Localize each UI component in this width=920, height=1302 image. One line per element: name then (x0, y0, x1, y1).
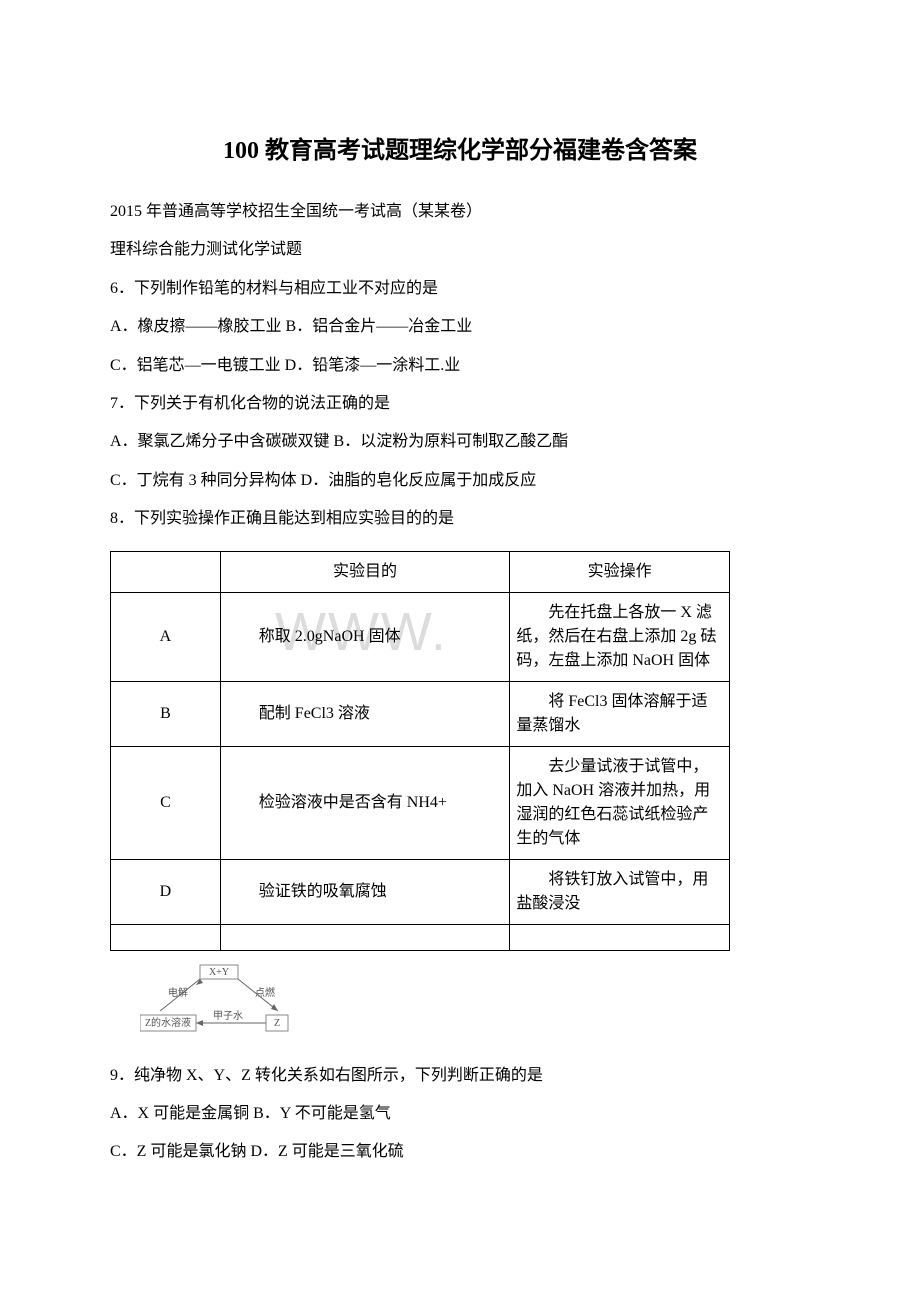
right-arrow-head (271, 1004, 278, 1011)
bottom-right-label: Z (274, 1018, 280, 1029)
question-6-option-ab: A．橡皮擦——橡胶工业 B．铝合金片——冶金工业 (110, 308, 810, 346)
table-row: A 称取 2.0gNaOH 固体 先在托盘上各放一 X 滤纸，然后在右盘上添加 … (111, 592, 730, 681)
bottom-arrow-head (196, 1020, 203, 1026)
left-label: 电解 (168, 986, 188, 999)
row-b-operation: 将 FeCl3 固体溶解于适量蒸馏水 (510, 681, 730, 746)
intro-line-2: 理科综合能力测试化学试题 (110, 231, 810, 269)
row-d-label: D (111, 859, 221, 924)
table-row: D 验证铁的吸氧腐蚀 将铁钉放入试管中，用盐酸浸没 (111, 859, 730, 924)
row-a-label: A (111, 592, 221, 681)
row-b-purpose: 配制 FeCl3 溶液 (220, 681, 510, 746)
row-c-operation: 去少量试液于试管中，加入 NaOH 溶液并加热，用湿润的红色石蕊试纸检验产生的气… (510, 746, 730, 859)
question-7-option-cd: C．丁烷有 3 种同分异构体 D．油脂的皂化反应属于加成反应 (110, 462, 810, 500)
experiment-table-wrap: WWW. 实验目的 实验操作 A 称取 2.0gNaOH 固体 先在托盘上各放一… (110, 551, 810, 951)
xyz-diagram-wrap: X+Y 电解 点燃 Z的水溶液 甲子水 Z (140, 963, 810, 1043)
experiment-table: 实验目的 实验操作 A 称取 2.0gNaOH 固体 先在托盘上各放一 X 滤纸… (110, 551, 730, 951)
bottom-left-label: Z的水溶液 (145, 1016, 191, 1029)
header-purpose: 实验目的 (220, 551, 510, 592)
row-c-label: C (111, 746, 221, 859)
table-row: B 配制 FeCl3 溶液 将 FeCl3 固体溶解于适量蒸馏水 (111, 681, 730, 746)
header-operation: 实验操作 (510, 551, 730, 592)
empty-cell (111, 924, 221, 950)
table-row-empty (111, 924, 730, 950)
page-title: 100 教育高考试题理综化学部分福建卷含答案 (110, 130, 810, 165)
question-9-option-cd: C．Z 可能是氯化钠 D．Z 可能是三氧化硫 (110, 1133, 810, 1171)
row-a-purpose: 称取 2.0gNaOH 固体 (220, 592, 510, 681)
xyz-diagram: X+Y 电解 点燃 Z的水溶液 甲子水 Z (140, 963, 310, 1038)
question-6: 6．下列制作铅笔的材料与相应工业不对应的是 (110, 270, 810, 308)
row-a-operation: 先在托盘上各放一 X 滤纸，然后在右盘上添加 2g 砝码，左盘上添加 NaOH … (510, 592, 730, 681)
row-b-label: B (111, 681, 221, 746)
row-c-purpose: 检验溶液中是否含有 NH4+ (220, 746, 510, 859)
right-label: 点燃 (255, 986, 275, 999)
question-9: 9．纯净物 X、Y、Z 转化关系如右图所示，下列判断正确的是 (110, 1057, 810, 1095)
header-empty (111, 551, 221, 592)
question-6-option-cd: C．铝笔芯—一电镀工业 D．铅笔漆—一涂料工.业 (110, 347, 810, 385)
bottom-mid-label: 甲子水 (213, 1010, 243, 1022)
top-label: X+Y (209, 967, 229, 978)
row-d-purpose: 验证铁的吸氧腐蚀 (220, 859, 510, 924)
question-9-option-ab: A．X 可能是金属铜 B．Y 不可能是氢气 (110, 1095, 810, 1133)
question-7: 7．下列关于有机化合物的说法正确的是 (110, 385, 810, 423)
table-row: C 检验溶液中是否含有 NH4+ 去少量试液于试管中，加入 NaOH 溶液并加热… (111, 746, 730, 859)
empty-cell (220, 924, 510, 950)
empty-cell (510, 924, 730, 950)
question-7-option-ab: A．聚氯乙烯分子中含碳碳双键 B．以淀粉为原料可制取乙酸乙酯 (110, 423, 810, 461)
table-header-row: 实验目的 实验操作 (111, 551, 730, 592)
question-8: 8．下列实验操作正确且能达到相应实验目的的是 (110, 500, 810, 538)
intro-line-1: 2015 年普通高等学校招生全国统一考试高（某某卷） (110, 193, 810, 231)
row-d-operation: 将铁钉放入试管中，用盐酸浸没 (510, 859, 730, 924)
